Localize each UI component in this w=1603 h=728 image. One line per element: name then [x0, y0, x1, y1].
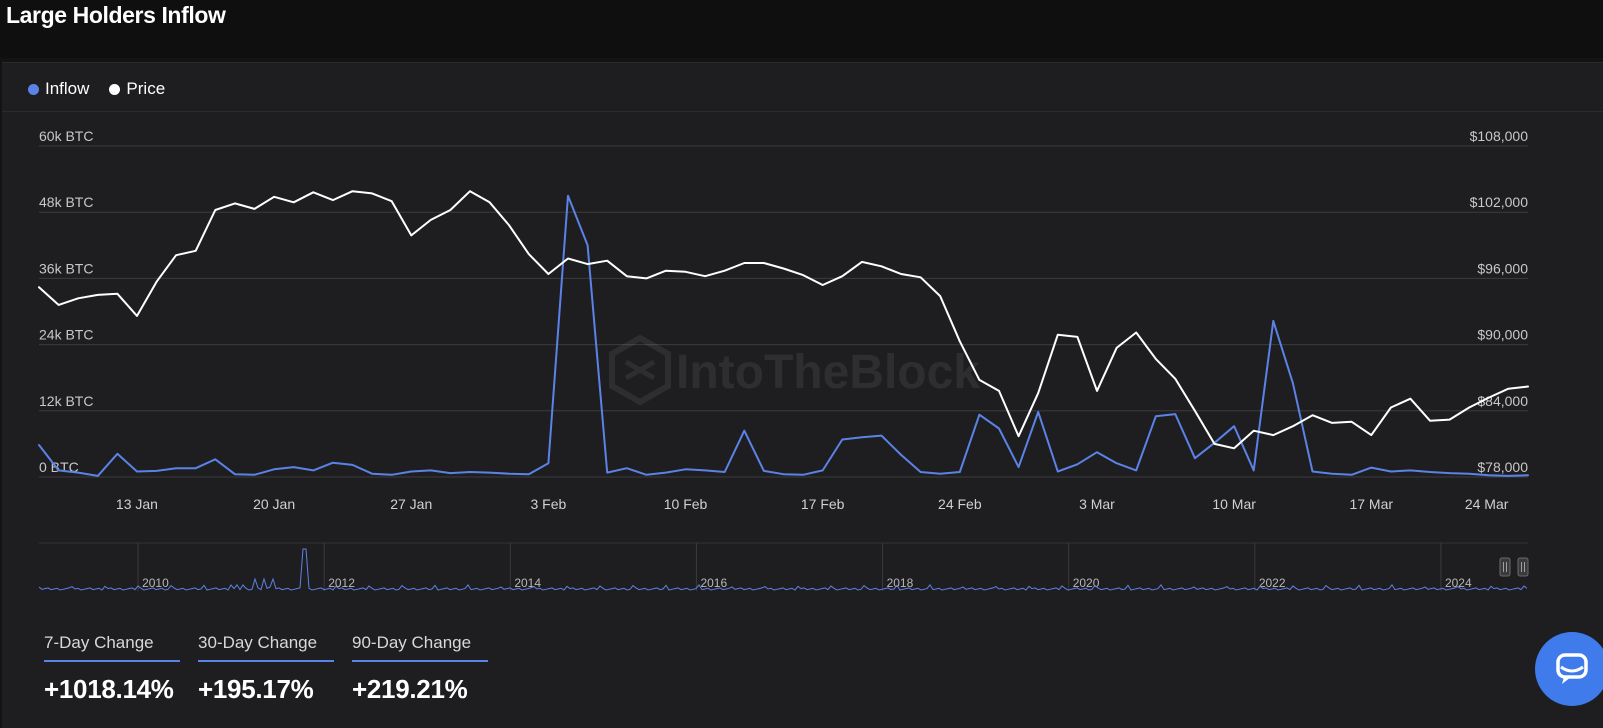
- change-value: +219.21%: [352, 674, 468, 704]
- navigator-year-label: 2022: [1259, 576, 1286, 590]
- y-left-tick-label: 36k BTC: [39, 260, 93, 276]
- navigator-background: [39, 543, 1528, 591]
- chart-legend: Inflow Price: [28, 78, 165, 100]
- x-tick-label: 27 Jan: [390, 496, 432, 512]
- watermark-text: IntoTheBlock: [676, 346, 980, 399]
- range-navigator[interactable]: 2010 2012 2014 2016 2018 2020 2022 2024: [38, 542, 1529, 591]
- tab-90-day-change[interactable]: 90-Day Change +219.21%: [352, 630, 488, 705]
- x-tick-label: 17 Mar: [1349, 496, 1393, 512]
- x-tick-label: 13 Jan: [116, 496, 158, 512]
- grid-lines: [39, 145, 1528, 478]
- navigator-year-label: 2014: [514, 576, 541, 590]
- change-label: 7-Day Change: [44, 630, 180, 662]
- legend-item-inflow[interactable]: Inflow: [28, 79, 89, 99]
- tab-7-day-change[interactable]: 7-Day Change +1018.14%: [44, 630, 180, 705]
- y-right-tick-label: $78,000: [1477, 459, 1528, 475]
- intotheblock-logo-icon: [609, 334, 671, 406]
- change-label: 90-Day Change: [352, 630, 488, 662]
- x-tick-label: 10 Feb: [664, 496, 708, 512]
- change-label: 30-Day Change: [198, 630, 334, 662]
- page-title: Large Holders Inflow: [6, 2, 226, 28]
- watermark: IntoTheBlock: [609, 334, 980, 406]
- y-right-tick-label: $84,000: [1477, 393, 1528, 409]
- series-line-price: [38, 190, 1529, 450]
- navigator-handle-right-icon: [1517, 557, 1529, 577]
- y-right-tick-label: $102,000: [1470, 194, 1529, 210]
- legend-divider: [2, 111, 1603, 112]
- y-left-tick-label: 60k BTC: [39, 128, 93, 144]
- x-tick-label: 24 Feb: [938, 496, 982, 512]
- series: [38, 190, 1529, 477]
- change-tabs: 7-Day Change +1018.14% 30-Day Change +19…: [44, 630, 488, 705]
- y-left-tick-label: 24k BTC: [39, 327, 93, 343]
- navigator-year-label: 2012: [328, 576, 355, 590]
- navigator-handle-left-icon: [1499, 557, 1511, 577]
- x-tick-label: 24 Mar: [1465, 496, 1509, 512]
- y-left-tick-label: 48k BTC: [39, 194, 93, 210]
- page-header: Large Holders Inflow: [0, 0, 1603, 58]
- y-left-tick-label: 12k BTC: [39, 393, 93, 409]
- chat-bubble-icon: [1556, 653, 1588, 684]
- inflow-dot-icon: [28, 83, 39, 95]
- x-tick-label: 3 Feb: [530, 496, 566, 512]
- navigator-series: [38, 548, 1528, 591]
- navigator-year-label: 2010: [142, 576, 169, 590]
- legend-item-price[interactable]: Price: [109, 79, 165, 99]
- change-value: +195.17%: [198, 674, 314, 704]
- navigator-year-label: 2024: [1445, 576, 1472, 590]
- change-value: +1018.14%: [44, 674, 174, 704]
- y-right-tick-label: $96,000: [1477, 260, 1528, 276]
- x-axis: 13 Jan 20 Jan 27 Jan 3 Feb 10 Feb 17 Feb 24 Fe…: [116, 496, 1509, 512]
- y-axis-right: $78,000 $84,000 $90,000 $96,000 $102,000 $108…: [1470, 128, 1529, 475]
- tab-30-day-change[interactable]: 30-Day Change +195.17%: [198, 630, 334, 705]
- x-tick-label: 10 Mar: [1212, 496, 1256, 512]
- navigator-year-label: 2018: [887, 576, 914, 590]
- price-dot-icon: [109, 83, 121, 95]
- series-line-inflow: [38, 194, 1529, 477]
- y-right-tick-label: $108,000: [1470, 128, 1529, 144]
- legend-label-price: Price: [126, 79, 166, 98]
- navigator-year-label: 2016: [700, 576, 727, 590]
- chat-support-button[interactable]: [1535, 632, 1603, 706]
- x-tick-label: 3 Mar: [1079, 496, 1115, 512]
- y-right-tick-label: $90,000: [1477, 327, 1528, 343]
- legend-label-inflow: Inflow: [45, 79, 90, 98]
- chart-panel: [2, 62, 1603, 728]
- x-tick-label: 20 Jan: [253, 496, 295, 512]
- x-tick-label: 17 Feb: [801, 496, 845, 512]
- navigator-year-label: 2020: [1073, 576, 1100, 590]
